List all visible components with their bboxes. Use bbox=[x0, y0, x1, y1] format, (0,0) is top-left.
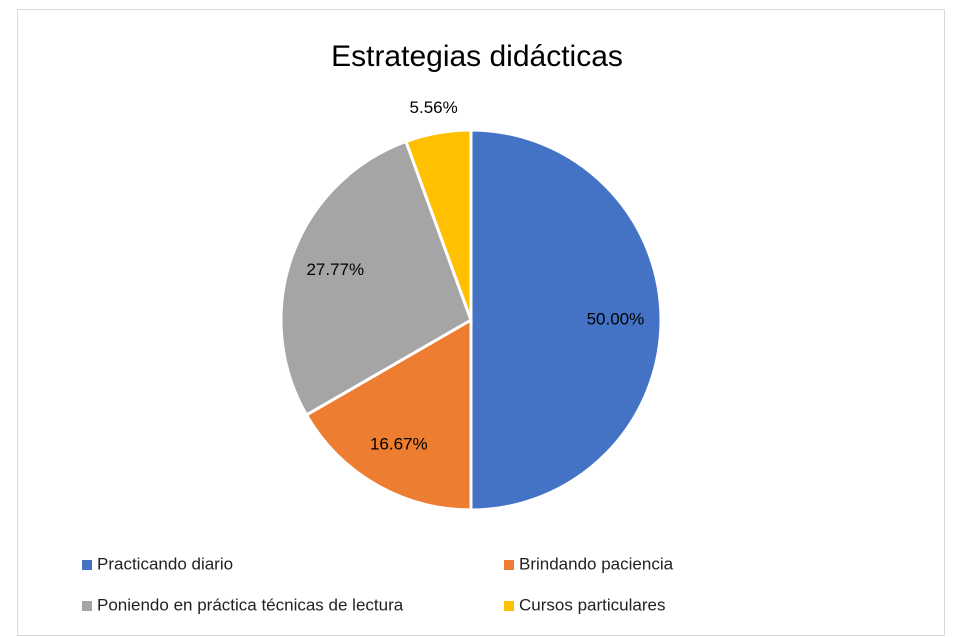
legend-label: Cursos particulares bbox=[519, 595, 665, 614]
pie-slice bbox=[469, 128, 663, 512]
legend-swatch bbox=[504, 601, 514, 611]
legend-swatch bbox=[504, 560, 514, 570]
legend-label: Practicando diario bbox=[97, 554, 233, 573]
data-label: 16.67% bbox=[370, 435, 428, 454]
data-label: 50.00% bbox=[587, 309, 645, 328]
chart-title: Estrategias didácticas bbox=[331, 40, 623, 73]
legend-swatch bbox=[82, 601, 92, 611]
legend-swatch bbox=[82, 560, 92, 570]
legend-label: Brindando paciencia bbox=[519, 554, 674, 573]
legend-label: Poniendo en práctica técnicas de lectura bbox=[97, 595, 404, 614]
pie-slice bbox=[404, 128, 473, 321]
data-label: 27.77% bbox=[306, 260, 364, 279]
data-label: 5.56% bbox=[410, 98, 458, 117]
pie-slice bbox=[279, 139, 473, 418]
pie-slice bbox=[304, 317, 473, 512]
